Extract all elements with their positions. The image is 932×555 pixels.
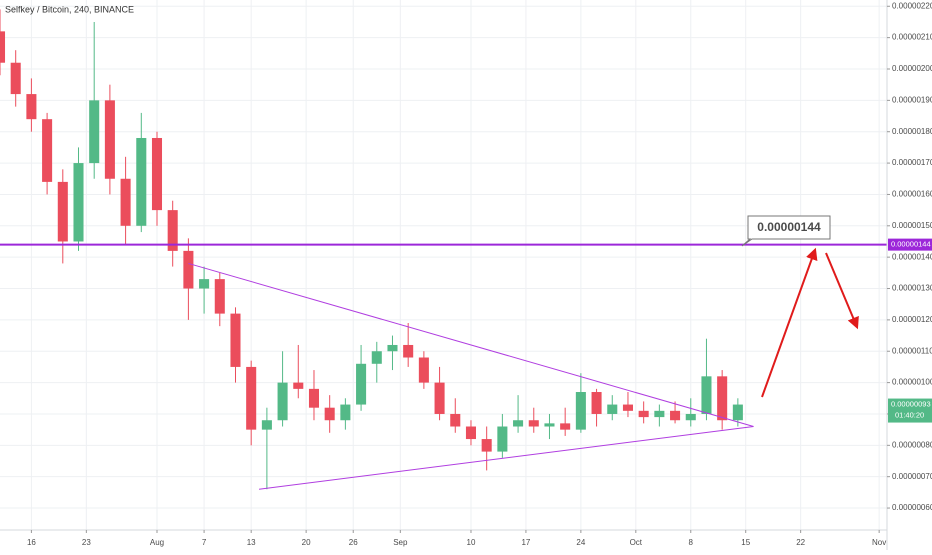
y-tick-label: 0.00000220 xyxy=(892,1,932,10)
candle-body xyxy=(57,181,68,242)
x-tick-label: 8 xyxy=(689,538,694,547)
y-tick-label: 0.00000140 xyxy=(892,252,932,261)
candle-body xyxy=(0,31,6,63)
forecast-arrow-up xyxy=(761,247,818,398)
x-tick-label: 10 xyxy=(467,538,476,547)
candle-body xyxy=(434,382,445,414)
y-tick-label: 0.00000100 xyxy=(892,378,932,387)
grid xyxy=(0,0,887,530)
candle-body xyxy=(42,119,53,182)
y-tick-label: 0.00000160 xyxy=(892,190,932,199)
candle-body xyxy=(167,210,178,251)
x-tick-label: 20 xyxy=(302,538,311,547)
candle-body xyxy=(89,100,100,164)
trendline xyxy=(188,262,754,427)
candle-body xyxy=(199,279,210,289)
candle-body xyxy=(387,344,398,352)
y-tick-label: 0.00000110 xyxy=(892,346,932,355)
y-tick-label: 0.00000070 xyxy=(892,472,932,481)
x-tick-label: 22 xyxy=(796,538,805,547)
candle-body xyxy=(607,404,618,414)
candle-body xyxy=(293,382,304,389)
countdown-label: 01:40:20 xyxy=(895,411,924,420)
y-tick-label: 0.00000170 xyxy=(892,158,932,167)
trendline xyxy=(258,426,754,490)
candle-body xyxy=(214,279,225,314)
x-tick-label: Oct xyxy=(630,538,643,547)
candle-body xyxy=(450,413,461,427)
candle-body xyxy=(246,366,257,430)
x-tick-label: 15 xyxy=(741,538,750,547)
level-badge-label: 0.00000144 xyxy=(891,240,931,249)
callout-label: 0.00000144 xyxy=(757,220,821,234)
candle-body xyxy=(120,178,131,226)
candle-body xyxy=(465,426,476,440)
candle-body xyxy=(277,382,288,421)
candle-body xyxy=(308,388,320,408)
candle-body xyxy=(136,137,147,226)
y-tick-label: 0.00000080 xyxy=(892,440,932,449)
y-tick-label: 0.00000210 xyxy=(892,33,932,42)
candle-body xyxy=(622,404,633,411)
plot xyxy=(0,9,887,490)
x-tick-label: Nov xyxy=(872,538,886,547)
candle-body xyxy=(497,426,508,452)
candle-body xyxy=(26,94,37,120)
candle-body xyxy=(544,423,555,427)
last-price-label: 0.00000093 xyxy=(891,400,931,409)
price-callout: 0.00000144 xyxy=(741,215,831,247)
candle-body xyxy=(418,357,429,383)
x-tick-label: 23 xyxy=(82,538,91,547)
candle-body xyxy=(10,62,21,95)
candle-body xyxy=(151,137,163,211)
candle-body xyxy=(356,363,367,405)
candle-body xyxy=(670,410,681,421)
x-tick-label: 16 xyxy=(27,538,36,547)
level-badge xyxy=(888,238,932,251)
callout-box xyxy=(741,215,831,247)
y-tick-label: 0.00000120 xyxy=(892,315,932,324)
candle-body xyxy=(701,376,712,414)
x-tick-label: 7 xyxy=(202,538,207,547)
last-price-badge xyxy=(888,398,932,423)
y-tick-label: 0.00000200 xyxy=(892,64,932,73)
candle-body xyxy=(403,344,414,358)
x-tick-label: 13 xyxy=(247,538,256,547)
candle-body xyxy=(371,351,382,364)
candle-body xyxy=(104,100,115,179)
y-tick-label: 0.00000130 xyxy=(892,284,932,293)
candle-body xyxy=(575,392,586,430)
x-tick-label: 17 xyxy=(521,538,530,547)
x-tick-label: 24 xyxy=(576,538,585,547)
candle-body xyxy=(717,376,728,421)
y-tick-label: 0.00000060 xyxy=(892,503,932,512)
y-tick-label: 0.00000150 xyxy=(892,221,932,230)
x-tick-label: Sep xyxy=(393,538,408,547)
candle-body xyxy=(513,420,524,427)
candle-body xyxy=(230,313,241,367)
candle-body xyxy=(685,413,696,421)
y-tick-label: 0.00000180 xyxy=(892,127,932,136)
candle-body xyxy=(340,404,351,421)
candle-body xyxy=(261,420,272,430)
candle-body xyxy=(654,410,665,418)
candle-body xyxy=(73,163,84,242)
x-tick-label: 26 xyxy=(349,538,358,547)
candle-body xyxy=(528,420,539,427)
candle-body xyxy=(481,439,492,452)
candle-body xyxy=(183,250,194,289)
y-tick-label: 0.00000190 xyxy=(892,95,932,104)
candle-body xyxy=(638,410,649,418)
candle-body xyxy=(560,423,571,430)
candle-body xyxy=(591,392,602,414)
forecast-arrow-down xyxy=(825,252,859,330)
candle-body xyxy=(732,404,743,421)
chart-title: Selfkey / Bitcoin, 240, BINANCE xyxy=(5,4,134,14)
candle-body xyxy=(324,407,335,421)
x-tick-label: Aug xyxy=(150,538,164,547)
